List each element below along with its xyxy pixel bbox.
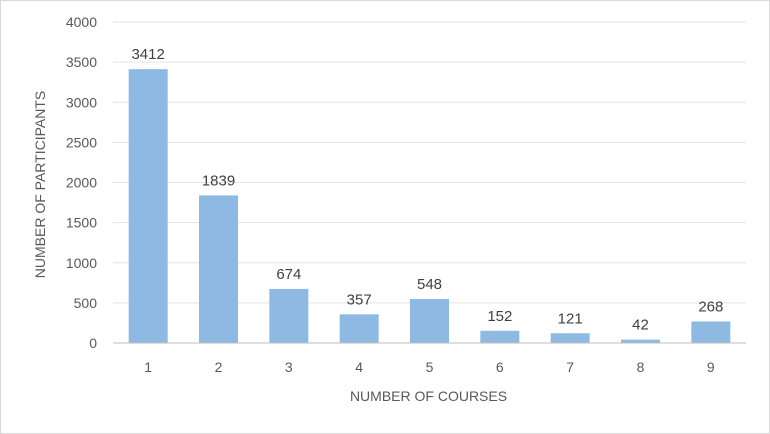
data-label: 357: [347, 291, 372, 308]
x-tick-label: 8: [637, 359, 645, 375]
bar: [410, 299, 449, 343]
y-tick-label: 1000: [66, 255, 97, 271]
bars: [128, 69, 731, 343]
x-tick-label: 5: [426, 359, 434, 375]
bar: [128, 69, 168, 343]
x-tick-label: 1: [144, 359, 152, 375]
data-label: 42: [632, 317, 649, 334]
data-label: 548: [417, 276, 442, 293]
y-tick-label: 0: [89, 335, 97, 351]
bar: [691, 321, 731, 343]
data-label: 1839: [202, 172, 235, 189]
x-axis-title: NUMBER OF COURSES: [350, 388, 507, 404]
data-label: 152: [487, 308, 512, 325]
bar: [199, 195, 238, 343]
bar: [339, 314, 379, 343]
x-axis-ticks: 1 2 3 4 5 6 7 8 9: [144, 359, 715, 375]
x-tick-label: 2: [215, 359, 223, 375]
data-label: 121: [558, 310, 583, 327]
y-tick-label: 500: [74, 295, 98, 311]
y-tick-label: 2000: [66, 175, 97, 191]
data-labels: 3412 1839 674 357 548 152 121 42 268: [131, 46, 723, 333]
bar: [621, 339, 660, 343]
x-tick-label: 6: [496, 359, 504, 375]
x-tick-label: 3: [285, 359, 293, 375]
y-tick-label: 4000: [66, 14, 97, 30]
bar: [269, 288, 309, 343]
bar: [550, 333, 590, 343]
y-tick-label: 3500: [66, 54, 97, 70]
y-tick-label: 2500: [66, 134, 97, 150]
data-label: 268: [698, 298, 723, 315]
y-axis-title: NUMBER OF PARTICIPANTS: [32, 91, 48, 278]
bar: [480, 330, 520, 343]
y-tick-label: 3000: [66, 94, 97, 110]
data-label: 674: [276, 266, 301, 283]
data-label: 3412: [131, 46, 164, 63]
y-tick-label: 1500: [66, 215, 97, 231]
y-axis-ticks: 0 500 1000 1500 2000 2500 3000 3500 4000: [66, 14, 97, 351]
x-tick-label: 4: [355, 359, 363, 375]
x-tick-label: 9: [707, 359, 715, 375]
x-tick-label: 7: [566, 359, 574, 375]
